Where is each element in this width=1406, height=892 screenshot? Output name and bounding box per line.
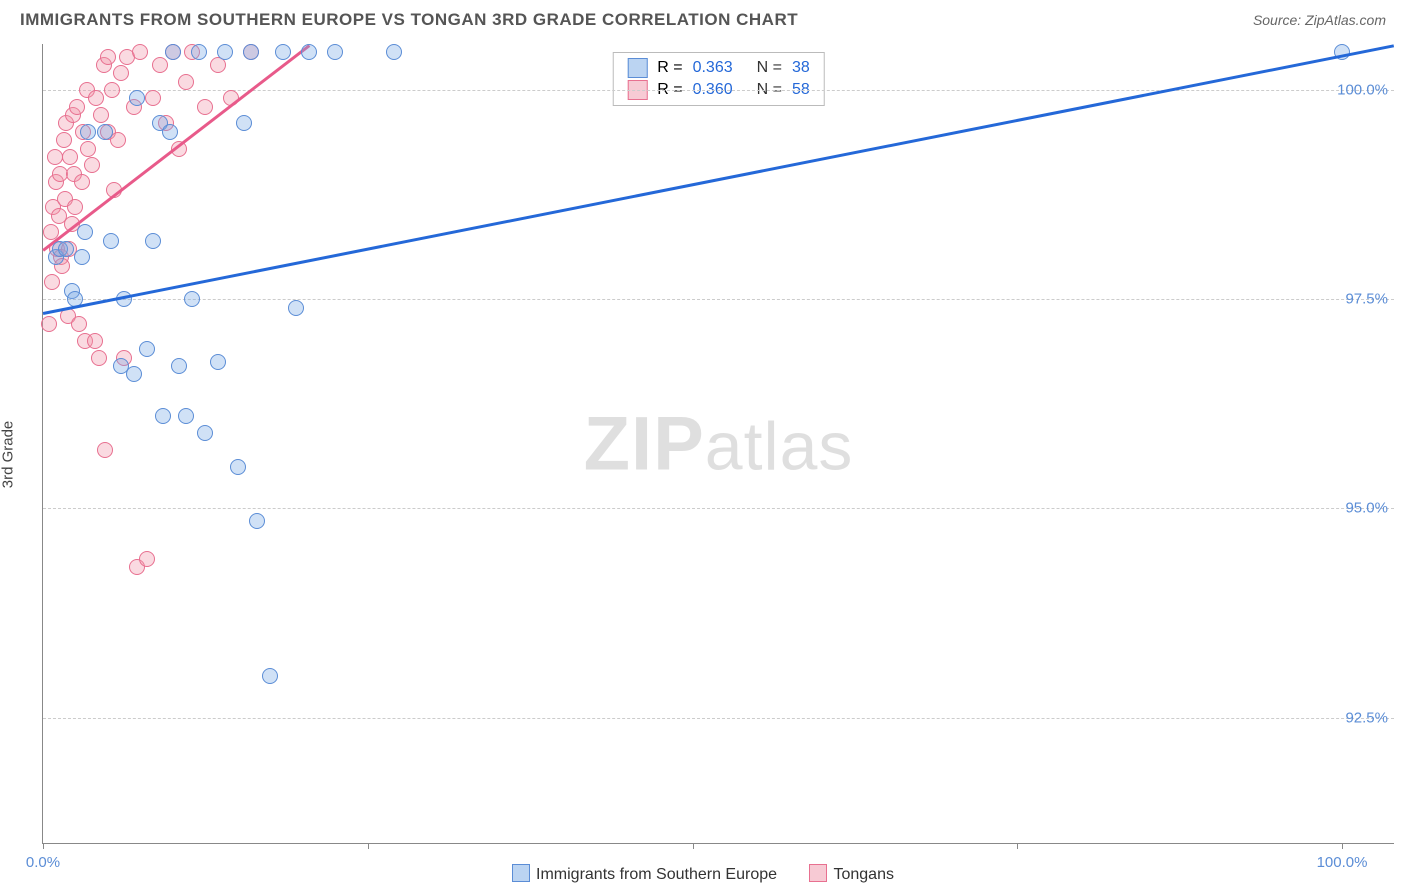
data-point [132,44,148,60]
data-point [77,224,93,240]
plot-area: 92.5%95.0%97.5%100.0%0.0%100.0% [43,44,1394,843]
data-point [155,408,171,424]
data-point [171,358,187,374]
scatter-chart: ZIPatlas R = 0.363 N = 38 R = 0.360 N = … [42,44,1394,844]
data-point [178,74,194,90]
data-point [80,141,96,157]
data-point [184,291,200,307]
data-point [80,124,96,140]
gridline [43,299,1394,300]
data-point [56,132,72,148]
data-point [288,300,304,316]
data-point [162,124,178,140]
data-point [58,241,74,257]
data-point [262,668,278,684]
y-tick-label: 92.5% [1345,709,1388,726]
trend-line [43,44,1394,314]
data-point [97,442,113,458]
data-point [236,115,252,131]
data-point [71,316,87,332]
data-point [97,124,113,140]
x-tick [693,843,694,849]
x-tick [1342,843,1343,849]
x-tick [368,843,369,849]
legend-label-blue: Immigrants from Southern Europe [536,866,777,883]
data-point [91,350,107,366]
data-point [210,354,226,370]
data-point [84,157,100,173]
data-point [243,44,259,60]
series-legend: Immigrants from Southern Europe Tongans [0,864,1406,884]
data-point [386,44,402,60]
data-point [301,44,317,60]
legend-swatch-blue-icon [512,864,530,882]
y-tick-label: 100.0% [1337,82,1388,99]
chart-header: IMMIGRANTS FROM SOUTHERN EUROPE VS TONGA… [0,0,1406,36]
data-point [197,99,213,115]
data-point [67,199,83,215]
data-point [197,425,213,441]
data-point [62,149,78,165]
data-point [139,341,155,357]
data-point [113,65,129,81]
y-tick-label: 95.0% [1345,500,1388,517]
data-point [145,233,161,249]
data-point [249,513,265,529]
data-point [178,408,194,424]
data-point [275,44,291,60]
y-tick-label: 97.5% [1345,291,1388,308]
data-point [230,459,246,475]
y-axis-label: 3rd Grade [0,421,17,489]
x-tick [43,843,44,849]
gridline [43,90,1394,91]
gridline [43,718,1394,719]
gridline [43,508,1394,509]
data-point [139,551,155,567]
data-point [126,366,142,382]
data-point [152,57,168,73]
data-point [100,49,116,65]
chart-source: Source: ZipAtlas.com [1253,12,1386,28]
data-point [74,249,90,265]
data-point [327,44,343,60]
data-point [41,316,57,332]
data-point [165,44,181,60]
data-point [93,107,109,123]
data-point [217,44,233,60]
data-point [145,90,161,106]
data-point [87,333,103,349]
data-point [191,44,207,60]
chart-title: IMMIGRANTS FROM SOUTHERN EUROPE VS TONGA… [20,10,798,30]
legend-swatch-pink-icon [809,864,827,882]
data-point [104,82,120,98]
data-point [74,174,90,190]
data-point [129,90,145,106]
data-point [103,233,119,249]
data-point [44,274,60,290]
data-point [47,149,63,165]
legend-label-pink: Tongans [833,866,894,883]
x-tick [1017,843,1018,849]
data-point [69,99,85,115]
data-point [88,90,104,106]
